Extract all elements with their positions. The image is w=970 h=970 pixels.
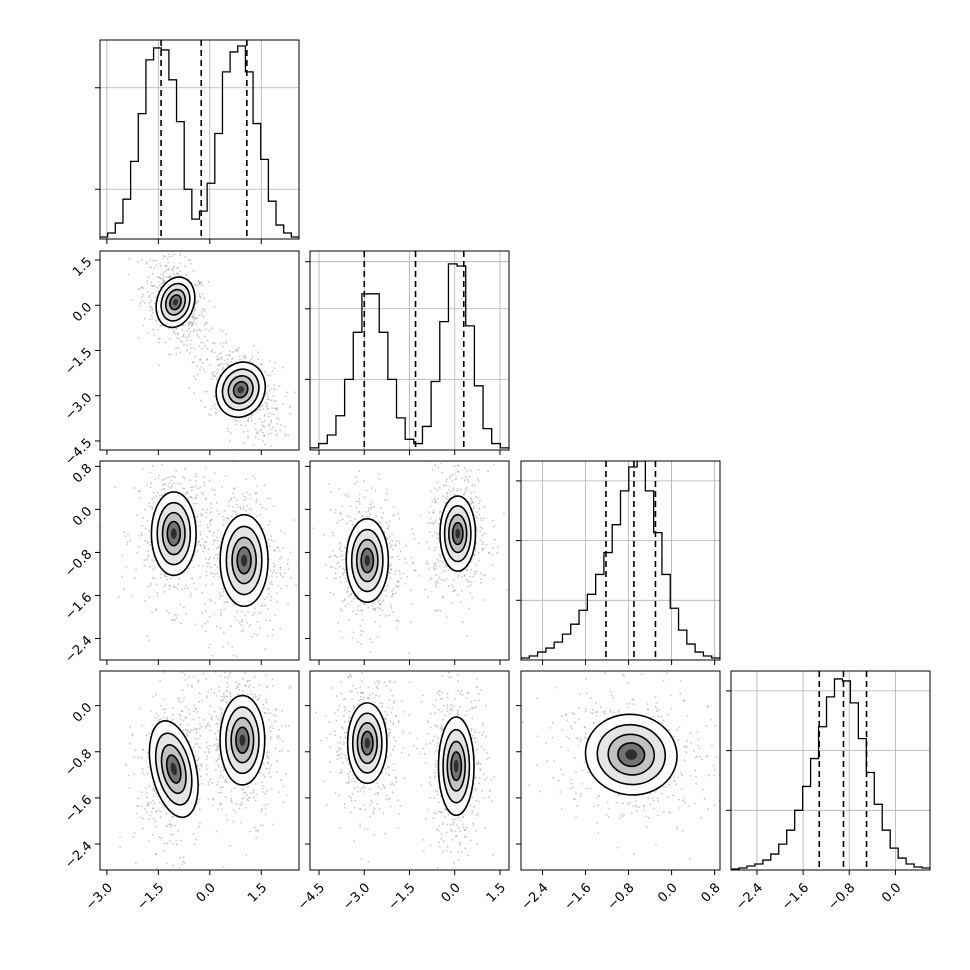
y-tick-label: −1.6 — [62, 793, 95, 826]
x-tick-label: 0.0 — [439, 880, 464, 905]
panel-frame — [730, 670, 931, 871]
corner-panel-3-2 — [516, 670, 721, 875]
x-tick-label: −2.4 — [519, 880, 552, 913]
y-tick-label: −4.5 — [62, 436, 95, 469]
scatter-points — [119, 671, 292, 870]
hist-panel-3 — [726, 670, 931, 875]
x-tick-label: 0.8 — [698, 880, 723, 905]
x-tick-label: 1.5 — [245, 880, 270, 905]
x-tick-label: 0.0 — [194, 880, 219, 905]
x-tick-label: −1.6 — [562, 880, 595, 913]
panel-frame — [309, 670, 510, 871]
x-tick-label: −1.5 — [386, 880, 419, 913]
y-tick-label: 0.0 — [70, 504, 95, 529]
hist-step — [521, 461, 720, 660]
x-tick-label: −4.5 — [295, 880, 328, 913]
hist-step — [310, 263, 509, 450]
panel-frame — [99, 670, 300, 871]
x-tick-label: 0.0 — [655, 880, 680, 905]
scatter-points — [118, 251, 297, 450]
y-tick-label: −1.6 — [62, 590, 95, 623]
x-tick-label: −1.6 — [779, 880, 812, 913]
panel-frame — [99, 460, 300, 661]
y-tick-label: −0.8 — [62, 746, 95, 779]
contour-level — [239, 734, 246, 746]
hist-panel-0 — [95, 39, 300, 244]
y-tick-label: 1.5 — [70, 255, 95, 280]
panel-frame — [520, 670, 721, 871]
corner-panel-2-0 — [95, 460, 300, 665]
scatter-points — [100, 461, 299, 658]
hist-step — [100, 45, 299, 239]
scatter-points — [312, 461, 508, 654]
panel-frame — [99, 39, 300, 240]
corner-panel-1-0 — [95, 250, 300, 455]
y-tick-label: −2.4 — [62, 839, 95, 872]
hist-panel-2 — [516, 460, 721, 665]
contour-level — [453, 759, 459, 773]
hist-panel-1 — [305, 250, 510, 455]
x-tick-label: 1.5 — [484, 880, 509, 905]
contour-level — [455, 528, 461, 539]
panel-frame — [99, 250, 300, 451]
x-tick-label: −3.0 — [83, 880, 116, 913]
contour-level — [241, 554, 248, 567]
contour-level — [237, 386, 244, 394]
corner-panel-3-0 — [95, 670, 300, 875]
corner-panel-2-1 — [305, 460, 510, 665]
y-tick-label: 0.0 — [70, 700, 95, 725]
x-tick-label: −0.8 — [825, 880, 858, 913]
y-tick-label: −1.5 — [62, 345, 95, 378]
x-tick-label: −1.5 — [134, 880, 167, 913]
contour-level — [172, 299, 178, 306]
y-tick-label: −2.4 — [62, 633, 95, 666]
hist-step — [731, 678, 930, 870]
contour-level — [364, 555, 371, 566]
y-tick-label: −0.8 — [62, 547, 95, 580]
panel-frame — [520, 460, 721, 661]
panel-frame — [309, 460, 510, 661]
scatter-points — [314, 671, 496, 869]
contour-level — [625, 749, 638, 760]
panel-frame — [309, 250, 510, 451]
y-tick-label: 0.0 — [70, 300, 95, 325]
x-tick-label: −2.4 — [733, 880, 766, 913]
x-tick-label: −3.0 — [340, 880, 373, 913]
contour-level — [170, 762, 177, 776]
x-tick-label: −0.8 — [605, 880, 638, 913]
y-tick-label: −3.0 — [62, 390, 95, 423]
corner-panel-3-1 — [305, 670, 510, 875]
contour-level — [364, 737, 370, 749]
contour-level — [170, 528, 177, 539]
x-tick-label: 0.0 — [879, 880, 904, 905]
